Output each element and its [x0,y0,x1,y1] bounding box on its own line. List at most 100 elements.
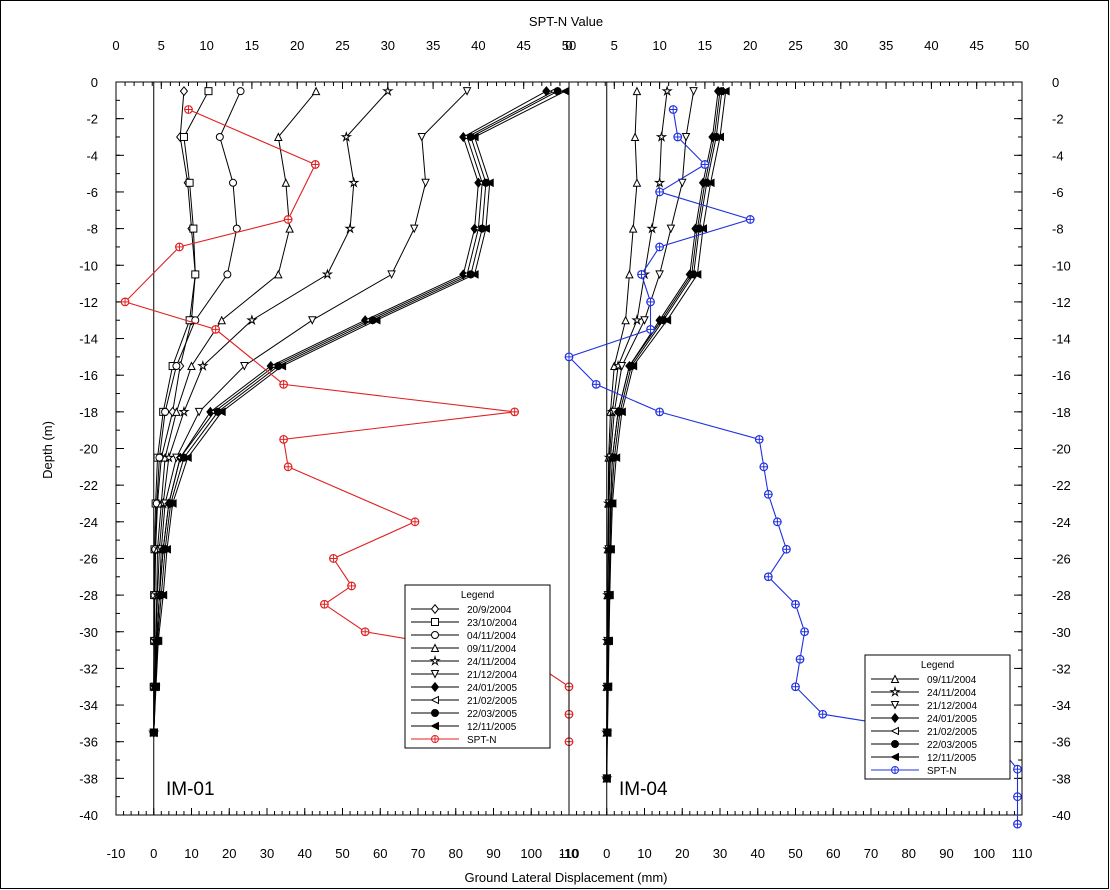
spt-tick-label: 25 [335,38,349,53]
y-tick-label-left: -24 [79,515,98,530]
marker-filled-triangle-left [158,590,168,600]
disp-tick-label: 20 [675,846,689,861]
y-tick-label-right: -20 [1052,442,1071,457]
y-tick-label-left: -6 [86,185,98,200]
marker-diamond [179,86,189,97]
marker-filled-triangle-left [606,544,615,554]
spt-tick-label: 5 [158,38,165,53]
spt-tick-label: 45 [969,38,983,53]
legend-entry-label: SPT-N [927,766,956,777]
y-tick-label-right: -34 [1052,698,1071,713]
marker-star [197,360,209,371]
marker-filled-triangle-left [607,499,617,508]
legend-entry-label: 04/11/2004 [467,631,517,642]
disp-tick-label: 20 [222,846,236,861]
disp-tick-label: 110 [1012,846,1033,861]
y-tick-label-left: -12 [79,295,98,310]
marker-filled-triangle-left [611,453,621,462]
disp-tick-label: 10 [637,846,651,861]
marker-filled-triangle-left [470,132,479,142]
marker-filled-triangle-left [605,590,614,600]
disp-tick-label: -10 [560,846,579,861]
y-tick-label-right: -26 [1052,551,1071,566]
marker-triangle-up [274,132,283,141]
y-tick-label-right: -24 [1052,515,1071,530]
disp-tick-label: 80 [902,846,916,861]
legend-entry-label: 24/01/2005 [467,683,517,694]
marker-triangle-up [274,269,283,279]
panel-label: IM-01 [166,779,215,800]
spt-tick-label: 45 [516,38,530,53]
marker-filled-triangle-left [602,774,611,783]
marker-filled-triangle-left [662,315,672,325]
disp-tick-label: 0 [603,846,610,861]
marker-triangle-down [890,701,900,710]
y-tick-label-left: -22 [79,478,98,493]
marker-filled-circle [891,740,899,748]
marker-filled-triangle-left [485,178,494,188]
legend-box [864,654,1011,780]
marker-triangle-up [621,315,630,325]
disp-tick-label: 70 [411,846,425,861]
y-tick-label-right: -18 [1052,405,1071,420]
y-tick-label-left: -14 [79,332,98,347]
y-tick-label-left: -38 [79,771,98,786]
disp-tick-label: 90 [486,846,500,861]
marker-filled-triangle-left [149,728,158,737]
spt-tick-label: 35 [426,38,440,53]
marker-filled-triangle-left [890,752,899,762]
spt-tick-label: 0 [565,38,572,53]
spt-tick-label: 40 [924,38,938,53]
y-tick-label-right: -16 [1052,368,1071,383]
y-tick-label-right: -32 [1052,661,1071,676]
y-tick-label-right: -14 [1052,332,1071,347]
marker-filled-diamond [430,681,440,693]
marker-star [429,654,441,666]
disp-tick-label: 0 [150,846,157,861]
legend-entry-label: 21/12/2004 [467,670,517,681]
disp-tick-label: 50 [788,846,802,861]
panel-im-01: -10 0 10 20 30 40 50 60 70 80 90 100 110 0 5 10 15 20 25 30… [107,38,580,861]
marker-triangle-up [285,223,294,233]
disp-tick-label: 100 [973,846,995,861]
marker-square [191,270,200,279]
y-tick-label-right: -28 [1052,588,1071,603]
y-tick-label-right: -6 [1052,185,1064,200]
marker-triangle-down [421,178,430,188]
marker-triangle-up [311,86,321,96]
y-tick-label-left: -16 [79,368,98,383]
marker-triangle-up [632,178,642,187]
marker-triangle-up [430,643,440,652]
y-tick-label-right: -4 [1052,148,1064,163]
disp-tick-label: 40 [751,846,765,861]
legend-entry-label: 12/11/2005 [927,753,977,764]
y-tick-label-left: -8 [86,222,98,237]
marker-triangle-down [462,87,472,96]
marker-triangle-left [430,695,439,705]
disp-tick-label: 40 [298,846,312,861]
marker-filled-triangle-left [692,270,702,279]
panel-im-04: -10 0 10 20 30 40 50 60 70 80 90 100 110 0 5 10 15 20 25 30… [560,38,1033,861]
marker-triangle-down [681,132,691,142]
marker-star [646,222,658,234]
marker-filled-triangle-left [162,544,171,554]
marker-triangle-down [307,316,317,325]
marker-circle [172,362,181,371]
marker-filled-triangle-left [721,86,730,96]
marker-star [348,176,360,188]
top-axis-title: SPT-N Value [529,14,603,29]
disp-tick-label: 60 [373,846,387,861]
y-tick-label-left: -34 [79,698,98,713]
marker-triangle-up [281,178,291,187]
spt-tick-label: 30 [381,38,395,53]
spt-tick-label: 50 [562,38,576,53]
disp-tick-label: 70 [864,846,878,861]
marker-filled-triangle-left [430,721,439,731]
disp-tick-label: 90 [939,846,953,861]
marker-filled-triangle-left [705,178,715,188]
spt-tick-label: 30 [834,38,848,53]
marker-star [631,314,643,326]
disp-tick-label: 110 [559,846,580,861]
marker-square [189,224,198,233]
